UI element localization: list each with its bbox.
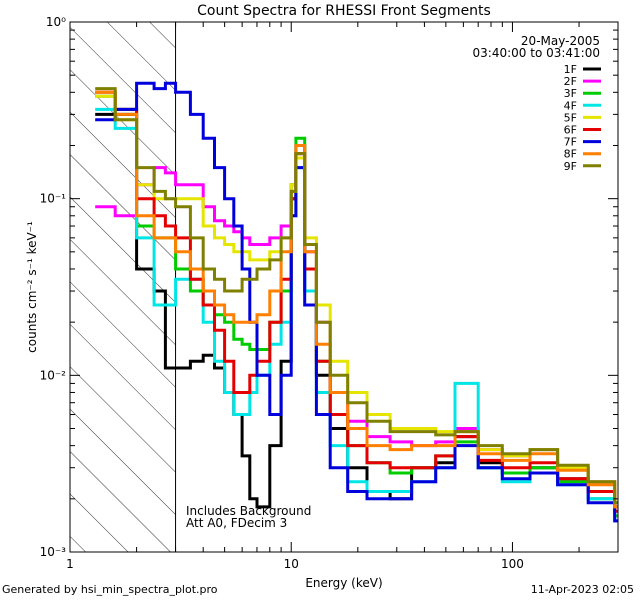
generated-by-text: Generated by hsi_min_spectra_plot.pro (2, 583, 218, 596)
legend-label-5f: 5F (564, 111, 577, 124)
y-tick-label: 10⁻¹ (40, 192, 67, 206)
legend-label-3f: 3F (564, 87, 577, 100)
plot-frame (69, 21, 619, 553)
x-tick-label: 100 (501, 557, 524, 571)
legend-label-6f: 6F (564, 124, 577, 137)
y-tick-label: 10⁰ (46, 15, 66, 29)
x-tick-label: 1 (66, 557, 74, 571)
legend-label-2f: 2F (564, 75, 577, 88)
legend-label-7f: 7F (564, 136, 577, 149)
date-label: 20-May-2005 (521, 34, 600, 48)
annotation-attenuator: Att A0, FDecim 3 (186, 516, 287, 530)
render-date-text: 11-Apr-2023 02:05 (530, 583, 634, 596)
x-axis-label: Energy (keV) (305, 576, 382, 590)
axes: 1 10 100 10⁻³ 10⁻² 10⁻¹ 10⁰ (40, 15, 619, 571)
time-range-label: 03:40:00 to 03:41:00 (473, 46, 600, 60)
hatched-region (70, 22, 177, 552)
legend-label-9f: 9F (564, 160, 577, 173)
series-line-9f (95, 87, 618, 505)
chart-title: Count Spectra for RHESSI Front Segments (197, 3, 491, 19)
legend-label-4f: 4F (564, 99, 577, 112)
legend-label-8f: 8F (564, 148, 577, 161)
x-tick-label: 10 (284, 557, 299, 571)
y-tick-label: 10⁻³ (40, 545, 67, 559)
series-group (95, 81, 618, 523)
y-tick-label: 10⁻² (40, 368, 67, 382)
annotation-background: Includes Background (186, 504, 311, 518)
y-axis-label: counts cm⁻² s⁻¹ keV⁻¹ (25, 221, 39, 353)
legend-label-1f: 1F (564, 63, 577, 76)
series-line-6f (95, 90, 618, 513)
